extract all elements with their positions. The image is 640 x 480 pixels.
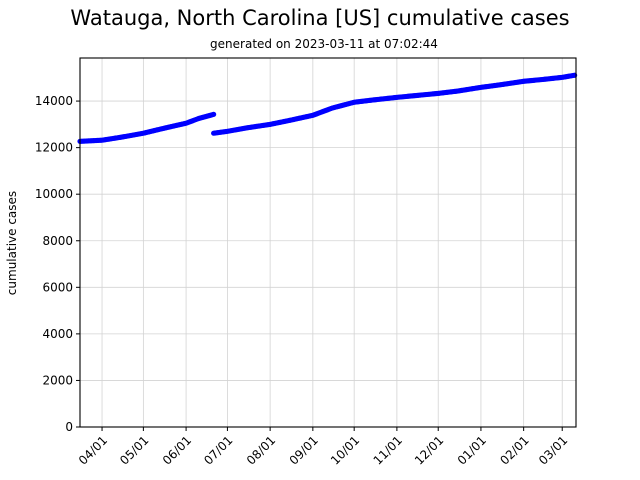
chart-title: Watauga, North Carolina [US] cumulative … bbox=[70, 6, 570, 30]
x-tick-label: 01/01 bbox=[455, 433, 489, 467]
x-tick-label: 12/01 bbox=[412, 433, 446, 467]
y-tick-label: 10000 bbox=[35, 187, 73, 201]
x-tick-label: 08/01 bbox=[244, 433, 278, 467]
x-tick-label: 03/01 bbox=[536, 433, 570, 467]
x-tick-label: 02/01 bbox=[497, 433, 531, 467]
y-tick-label: 14000 bbox=[35, 94, 73, 108]
chart-subtitle: generated on 2023-03-11 at 07:02:44 bbox=[210, 37, 438, 51]
y-tick-label: 12000 bbox=[35, 141, 73, 155]
y-tick-label: 4000 bbox=[42, 327, 73, 341]
y-tick-label: 8000 bbox=[42, 234, 73, 248]
y-axis-label: cumulative cases bbox=[5, 191, 19, 295]
plot-frame bbox=[79, 57, 577, 428]
x-tick-label: 11/01 bbox=[371, 433, 405, 467]
x-tick-label: 05/01 bbox=[117, 433, 151, 467]
y-tick-label: 6000 bbox=[42, 280, 73, 294]
data-series bbox=[77, 72, 578, 144]
y-axis: 0 2000 4000 6000 8000 10000 12000 14000 bbox=[35, 94, 80, 434]
x-tick-label: 06/01 bbox=[160, 433, 194, 467]
x-tick-label: 04/01 bbox=[76, 433, 110, 467]
x-tick-label: 07/01 bbox=[201, 433, 235, 467]
x-tick-label: 10/01 bbox=[328, 433, 362, 467]
x-axis: 04/01 05/01 06/01 07/01 08/01 09/01 10/01 11/01… bbox=[76, 427, 570, 468]
gridlines bbox=[80, 58, 576, 428]
y-tick-label: 2000 bbox=[42, 373, 73, 387]
y-tick-label: 0 bbox=[65, 420, 73, 434]
x-tick-label: 09/01 bbox=[287, 433, 321, 467]
